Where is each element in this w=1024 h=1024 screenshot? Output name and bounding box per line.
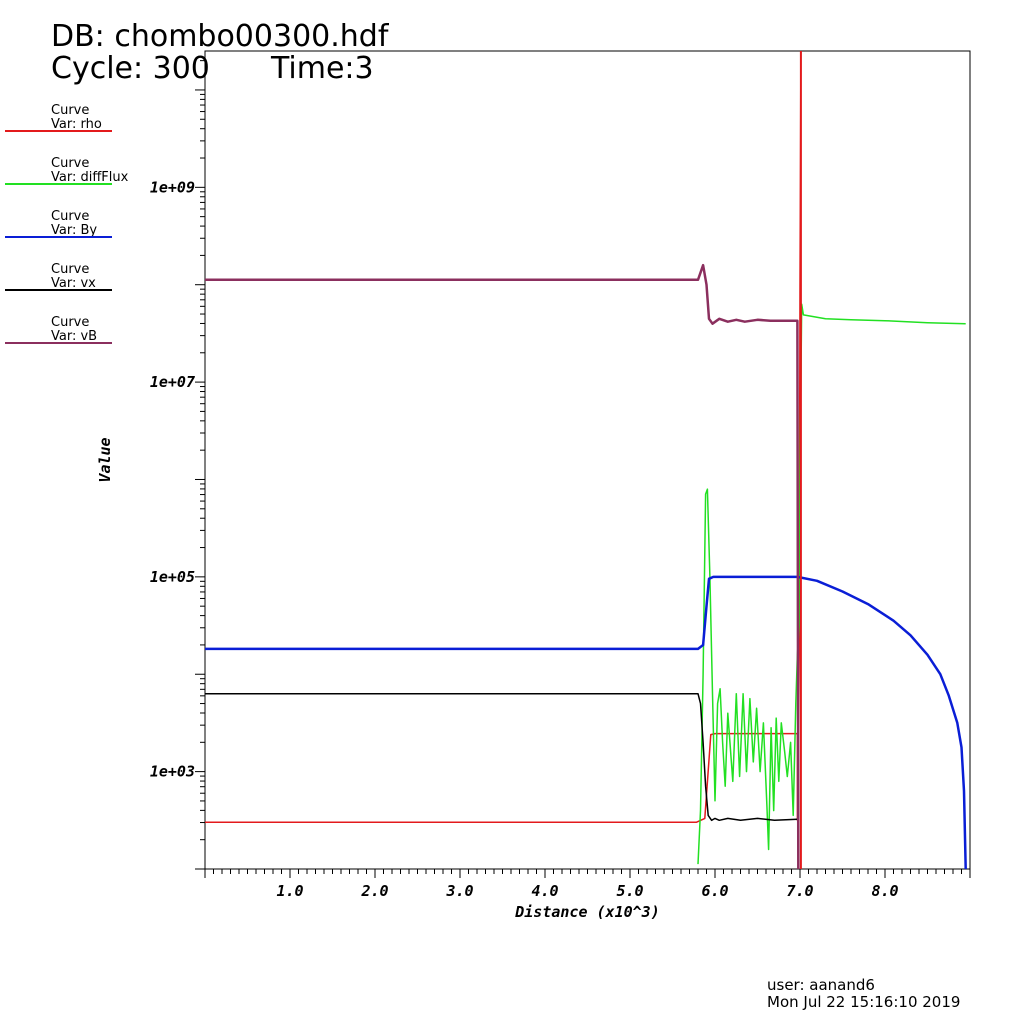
legend-swatch [5,289,112,291]
legend-swatch [5,183,112,185]
legend-swatch [5,342,112,344]
legend-var: Var: rho [51,117,102,132]
date-label: Mon Jul 22 15:16:10 2019 [767,993,961,1011]
legend-swatch [5,236,112,238]
cycle-value: Cycle: 300 [51,51,210,86]
legend-var: Var: vB [51,329,98,344]
x-tick-label: 3.0 [445,882,473,900]
legend-item: Curve Var: diffFlux [5,156,128,197]
user-label: user: aanand6 [767,976,875,994]
legend-swatch [5,130,112,132]
y-tick-label: 1e+05 [150,568,195,586]
legend-title: Curve [51,209,90,224]
legend-item: Curve Var: rho [5,104,115,144]
plot-frame [204,50,971,870]
y-tick-label: 1e+09 [150,178,195,196]
y-tick-label: 1e+07 [150,373,195,391]
legend-var: Var: By [51,223,98,238]
y-axis-title: Value [96,437,114,482]
series-line-rho [205,51,802,824]
cycle-label: Cycle: 300 Time:3 [51,51,374,86]
time-label: Time:3 [271,51,374,86]
x-tick-label: 1.0 [276,882,303,900]
legend-title: Curve [51,315,90,330]
legend-item: Curve Var: By [5,210,115,250]
legend-title: Curve [51,156,90,171]
legend-title: Curve [51,262,90,277]
database-title: DB: chombo00300.hdf [51,19,389,54]
series-line-vx [205,692,798,822]
y-tick-label: 1e+03 [150,763,195,781]
legend-item: Curve Var: vx [5,263,115,303]
legend-title: Curve [51,103,90,118]
legend-item: Curve Var: vB [5,316,115,356]
legend-var: Var: vx [51,276,96,291]
series-line-diffFlux [697,303,966,865]
x-tick-label: 4.0 [531,882,558,900]
x-tick-label: 6.0 [701,882,728,900]
series-line-By [205,575,967,869]
x-tick-label: 8.0 [871,882,898,900]
footer: user: aanand6 Mon Jul 22 15:16:10 2019 [767,977,960,1011]
x-tick-label: 2.0 [360,882,388,900]
x-tick-label: 7.0 [786,882,813,900]
x-tick-label: 5.0 [616,882,643,900]
x-axis-title: Distance (x10^3) [514,903,660,921]
legend-var: Var: diffFlux [51,170,129,185]
series-line-vB [205,263,800,869]
